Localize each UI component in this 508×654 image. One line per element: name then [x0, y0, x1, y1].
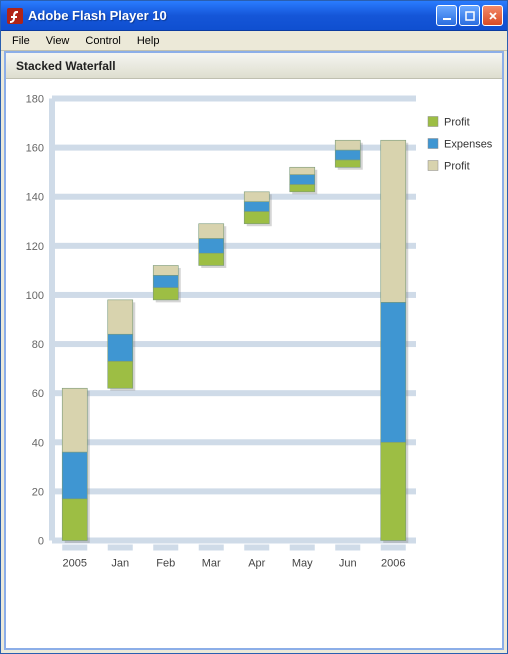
y-tick-band	[52, 96, 416, 102]
bar-segment	[381, 442, 406, 540]
legend-swatch	[428, 161, 438, 171]
close-button[interactable]	[482, 5, 503, 26]
bar-segment	[199, 238, 224, 253]
x-tick-band	[199, 545, 224, 551]
legend-swatch	[428, 117, 438, 127]
menu-control[interactable]: Control	[78, 33, 127, 49]
x-axis-label: Mar	[202, 558, 221, 570]
x-axis-label: Apr	[248, 558, 265, 570]
bar-segment	[199, 253, 224, 265]
y-axis-label: 100	[26, 290, 44, 302]
minimize-button[interactable]	[436, 5, 457, 26]
window-title: Adobe Flash Player 10	[28, 8, 436, 23]
bar-segment	[244, 211, 269, 223]
maximize-button[interactable]	[459, 5, 480, 26]
menu-view[interactable]: View	[39, 33, 77, 49]
bar-segment	[290, 184, 315, 191]
bar-segment	[381, 302, 406, 442]
chart-title-bar: Stacked Waterfall	[6, 53, 502, 79]
y-tick-band	[52, 243, 416, 249]
bar-segment	[290, 175, 315, 185]
chart-title: Stacked Waterfall	[16, 59, 116, 73]
y-axis-label: 60	[32, 388, 44, 400]
menu-file[interactable]: File	[5, 33, 37, 49]
y-axis-band	[49, 99, 55, 541]
bar-segment	[244, 202, 269, 212]
legend-swatch	[428, 139, 438, 149]
x-tick-band	[62, 545, 87, 551]
bar-segment	[108, 300, 133, 334]
waterfall-chart: 0 20 40 60 80 100 120 140 160 180 2005 Jan Feb Mar Apr…	[6, 79, 502, 648]
y-tick-band	[52, 488, 416, 494]
menu-help[interactable]: Help	[130, 33, 167, 49]
y-tick-band	[52, 439, 416, 445]
y-tick-band	[52, 341, 416, 347]
y-axis-label: 180	[26, 94, 44, 106]
x-axis-label: Jan	[111, 558, 129, 570]
bar-segment	[381, 140, 406, 302]
y-tick-band	[52, 538, 416, 544]
y-axis-label: 0	[38, 536, 44, 548]
bar-segment	[244, 192, 269, 202]
bar-segment	[335, 160, 360, 167]
bar-segment	[335, 150, 360, 160]
y-axis-label: 20	[32, 486, 44, 498]
bar-segment	[153, 265, 178, 275]
legend-label: Profit	[444, 161, 470, 173]
legend-label: Expenses	[444, 139, 493, 151]
x-axis-label: Jun	[339, 558, 357, 570]
x-tick-band	[153, 545, 178, 551]
bar-segment	[199, 224, 224, 239]
bar-segment	[153, 275, 178, 287]
x-tick-band	[244, 545, 269, 551]
menubar: File View Control Help	[1, 31, 507, 51]
flash-icon	[7, 8, 23, 24]
content-pane: Stacked Waterfall 0 20 40 60 80 100 120 140 160 1…	[4, 51, 504, 650]
window-controls	[436, 5, 503, 26]
x-tick-band	[108, 545, 133, 551]
x-axis-label: 2005	[63, 558, 87, 570]
bar-segment	[62, 388, 87, 452]
bar-segment	[335, 140, 360, 150]
y-axis-label: 160	[26, 143, 44, 155]
y-tick-band	[52, 292, 416, 298]
x-axis-label: May	[292, 558, 313, 570]
x-tick-band	[381, 545, 406, 551]
bar-segment	[62, 499, 87, 541]
titlebar[interactable]: Adobe Flash Player 10	[1, 1, 507, 31]
bar-segment	[62, 452, 87, 499]
x-axis-label: Feb	[156, 558, 175, 570]
legend-label: Profit	[444, 117, 470, 129]
y-tick-band	[52, 194, 416, 200]
x-tick-band	[290, 545, 315, 551]
y-tick-band	[52, 390, 416, 396]
y-axis-label: 40	[32, 437, 44, 449]
bar-segment	[153, 288, 178, 300]
bar-segment	[290, 167, 315, 174]
y-axis-label: 80	[32, 339, 44, 351]
x-tick-band	[335, 545, 360, 551]
bar-segment	[108, 334, 133, 361]
application-window: Adobe Flash Player 10 File View Control …	[0, 0, 508, 654]
y-axis-label: 140	[26, 192, 44, 204]
y-axis-label: 120	[26, 241, 44, 253]
x-axis-label: 2006	[381, 558, 405, 570]
chart-area: 0 20 40 60 80 100 120 140 160 180 2005 Jan Feb Mar Apr…	[6, 79, 502, 648]
bar-segment	[108, 361, 133, 388]
